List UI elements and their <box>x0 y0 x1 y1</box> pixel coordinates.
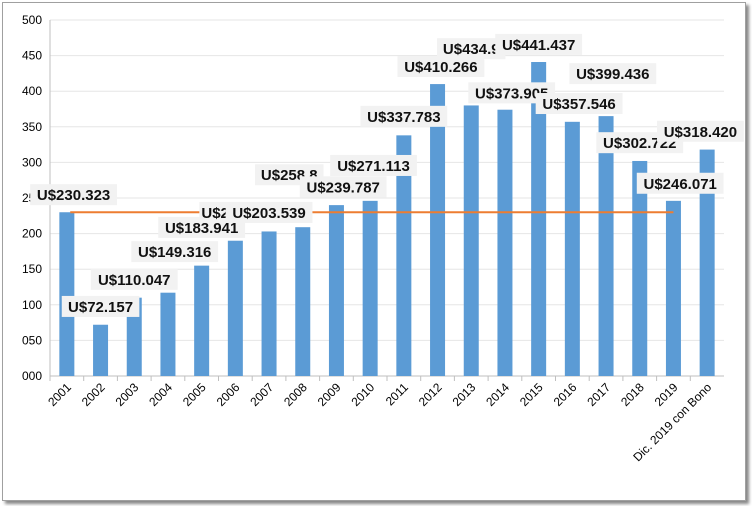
bar <box>598 116 614 377</box>
bar <box>463 105 479 376</box>
data-label-background <box>225 201 313 223</box>
bar <box>564 121 580 376</box>
bar <box>160 292 176 376</box>
x-tick-label: 2006 <box>214 380 243 409</box>
data-label-background <box>569 63 657 85</box>
x-tick-label: 2009 <box>315 380 344 409</box>
bar <box>665 200 681 376</box>
data-label: U$2 <box>201 205 229 222</box>
data-label-background <box>30 184 117 206</box>
data-label-background <box>657 120 744 142</box>
x-tick-label: 2010 <box>348 380 377 409</box>
x-tick-label: 2011 <box>383 380 411 408</box>
bar <box>93 324 109 376</box>
x-tick-label: 2015 <box>517 380 546 409</box>
data-label-background <box>360 105 448 127</box>
data-label: U$72.157 <box>68 299 133 316</box>
data-label-background <box>199 201 231 223</box>
x-tick-label: 2014 <box>483 380 512 409</box>
bar <box>430 84 446 376</box>
bar <box>362 200 378 376</box>
data-label: U$373.905 <box>475 85 548 102</box>
data-label: U$149.316 <box>138 244 211 261</box>
bar <box>632 160 648 376</box>
y-tick-label: 100 <box>22 298 42 312</box>
data-label-background <box>299 176 387 198</box>
bar <box>295 227 311 376</box>
y-tick-label: 500 <box>22 13 42 27</box>
bar <box>531 62 547 377</box>
data-label: U$110.047 <box>98 272 171 289</box>
x-tick-label: 2001 <box>45 380 74 409</box>
y-tick-label: 050 <box>22 333 42 347</box>
data-label: U$410.266 <box>404 59 477 76</box>
data-label: U$399.436 <box>576 66 649 83</box>
data-label: U$441.437 <box>502 37 575 54</box>
bar <box>227 240 243 376</box>
data-label-background <box>131 241 219 263</box>
data-label-background <box>90 268 178 290</box>
data-label-background <box>61 295 140 317</box>
y-tick-label: 350 <box>22 120 42 134</box>
data-label: U$337.783 <box>367 109 440 126</box>
data-label: U$183.941 <box>165 220 238 237</box>
bar <box>699 149 715 376</box>
data-label: U$203.539 <box>232 205 305 222</box>
x-tick-label: 2005 <box>180 380 209 409</box>
x-tick-label: 2004 <box>146 380 175 409</box>
data-label-background <box>468 82 556 104</box>
x-tick-label: 2008 <box>281 380 310 409</box>
x-tick-label: 2013 <box>450 380 479 409</box>
bar <box>497 109 513 376</box>
y-tick-label: 400 <box>22 84 42 98</box>
data-label-background <box>535 93 623 115</box>
bar <box>396 135 412 376</box>
y-tick-label: 450 <box>22 49 42 63</box>
y-tick-label: 150 <box>22 262 42 276</box>
x-tick-label: 2018 <box>618 380 647 409</box>
y-tick-label: 000 <box>22 369 42 383</box>
data-label-background <box>437 38 506 60</box>
data-label: U$239.787 <box>306 179 379 196</box>
x-tick-label: 2003 <box>113 380 142 409</box>
x-tick-label: 2019 <box>652 380 681 409</box>
data-label-background <box>397 55 485 77</box>
y-tick-label: 300 <box>22 155 42 169</box>
x-tick-label: 2002 <box>79 380 108 409</box>
bar <box>194 265 210 376</box>
bar <box>59 212 75 376</box>
bar <box>261 231 277 376</box>
data-label: U$230.323 <box>37 187 110 204</box>
x-tick-label: 2016 <box>551 380 580 409</box>
x-tick-label: 2007 <box>247 380 276 409</box>
data-label: U$246.071 <box>643 176 716 193</box>
data-label-background <box>495 33 583 55</box>
bar <box>328 205 344 376</box>
data-label: U$318.420 <box>664 124 737 141</box>
data-label: U$357.546 <box>542 96 615 113</box>
bar <box>126 297 142 376</box>
data-label-background <box>330 154 417 176</box>
data-label: U$271.113 <box>337 158 410 175</box>
y-tick-label: 200 <box>22 227 42 241</box>
data-label-background <box>636 172 724 194</box>
x-tick-label: 2017 <box>584 380 613 409</box>
x-tick-label: 2012 <box>416 380 445 409</box>
data-label: U$434.9 <box>443 41 500 58</box>
